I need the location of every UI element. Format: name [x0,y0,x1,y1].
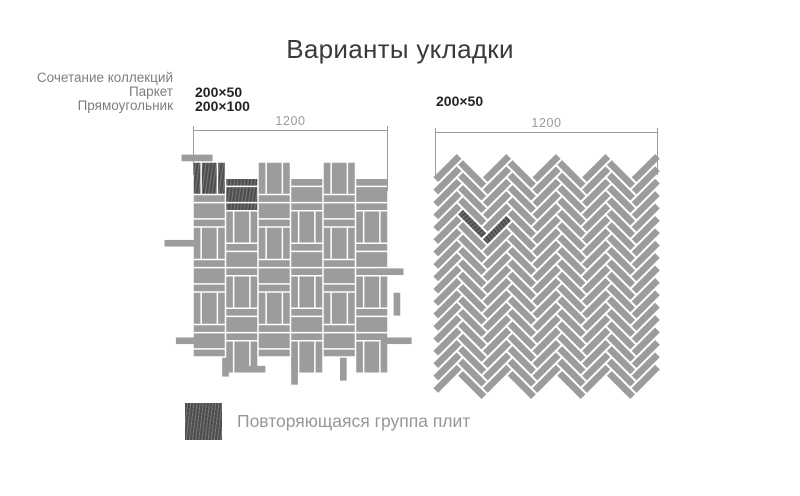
right-dimension: 1200 [435,116,658,175]
legend-swatch [185,403,222,440]
herringbone-pattern [433,153,660,400]
rectangle-size-label: 200×100 [195,98,250,114]
parquet-size-label: 200×50 [195,84,243,100]
left-dim-extension-left [193,131,194,175]
collections-note: Сочетание коллекций [36,70,173,85]
left-dimension: 1200 [193,114,388,191]
right-dim-extension-left [435,133,436,175]
right-dimension-line [435,132,658,133]
right-dim-extension-right [657,133,658,175]
legend-label: Повторяющаяся группа плит [237,411,471,431]
left-dim-tick-left [193,126,194,135]
left-dim-tick-right [387,126,388,135]
page-title: Варианты укладки [286,34,514,64]
collection-name-parquet: Паркет [128,84,173,99]
left-dim-extension-right [387,131,388,191]
right-dim-tick-right [657,128,658,137]
right-dimension-value: 1200 [531,116,562,130]
basketweave-pattern [164,154,412,385]
herringbone-size-label: 200×50 [436,93,484,109]
collection-name-rectangle: Прямоугольник [77,98,173,113]
right-dim-tick-left [435,128,436,137]
left-dimension-line [193,130,388,131]
left-dimension-value: 1200 [275,114,306,128]
